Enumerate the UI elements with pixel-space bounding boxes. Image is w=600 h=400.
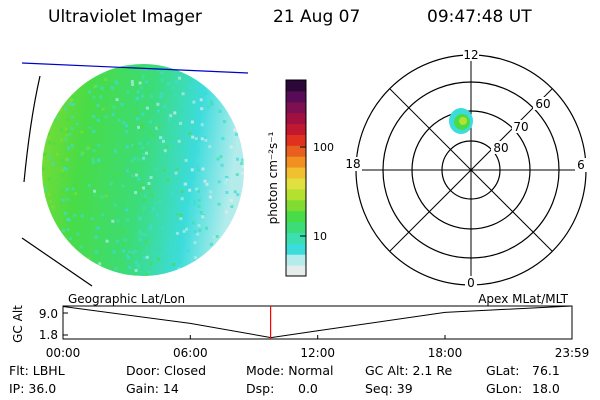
filter-readout: Flt: LBHL bbox=[9, 363, 65, 378]
colorbar-tick-100: 100 bbox=[313, 141, 334, 154]
altitude-series-line bbox=[62, 305, 573, 339]
colorbar-swatch bbox=[286, 123, 306, 135]
dsp-value: 0.0 bbox=[298, 381, 318, 396]
colorbar-swatch bbox=[286, 199, 306, 212]
xtick-label: 06:00 bbox=[173, 346, 208, 360]
colorbar-swatch bbox=[286, 112, 306, 125]
colorbar-swatch bbox=[286, 232, 306, 244]
colorbar-swatch bbox=[286, 178, 306, 190]
colorbar-label: photon cm⁻²s⁻¹ bbox=[266, 131, 280, 224]
time-label: 09:47:48 UT bbox=[427, 7, 532, 27]
colorbar-swatch bbox=[286, 221, 306, 233]
xtick-label: 00:00 bbox=[46, 346, 81, 360]
lat-label-80: 80 bbox=[493, 141, 508, 155]
colorbar-tick-10: 10 bbox=[313, 230, 327, 243]
colorbar-swatch bbox=[286, 254, 306, 266]
mlt-label-12: 12 bbox=[463, 48, 478, 62]
xtick-label: 12:00 bbox=[300, 346, 335, 360]
colorbar: 100 10 photon cm⁻²s⁻¹ bbox=[266, 79, 334, 277]
polar-plot: 12 6 0 18 60 70 80 bbox=[344, 47, 587, 290]
xtick-label: 23:59 bbox=[555, 346, 590, 360]
seq-readout: Seq: 39 bbox=[365, 381, 413, 396]
date-label: 21 Aug 07 bbox=[273, 7, 361, 27]
timeline-left-label: Geographic Lat/Lon bbox=[68, 292, 185, 306]
ytick-1-8: 1.8 bbox=[39, 328, 58, 342]
colorbar-swatch bbox=[286, 188, 306, 201]
gain-readout: Gain: 14 bbox=[126, 381, 179, 396]
mlt-label-18: 18 bbox=[345, 157, 360, 171]
colorbar-swatch bbox=[286, 167, 306, 179]
colorbar-swatch bbox=[286, 80, 306, 92]
timeline-ylabel: GC Alt bbox=[11, 305, 25, 343]
colorbar-swatch bbox=[286, 265, 306, 277]
lat-label-60: 60 bbox=[535, 97, 550, 111]
lat-label-70: 70 bbox=[513, 120, 528, 134]
colorbar-swatch bbox=[286, 243, 306, 255]
auroral-spot bbox=[449, 108, 473, 134]
colorbar-swatch bbox=[286, 156, 306, 168]
glat-label: GLat: bbox=[486, 363, 520, 378]
mlt-label-6: 6 bbox=[577, 158, 585, 172]
timeline-panel: 00:00 06:00 12:00 18:00 23:59 Geographic Lat… bbox=[11, 292, 589, 360]
colorbar-swatch bbox=[286, 90, 306, 103]
glon-value: 18.0 bbox=[532, 381, 560, 396]
dsp-label: Dsp: bbox=[246, 381, 275, 396]
ytick-9: 9.0 bbox=[39, 307, 58, 321]
colorbar-swatch bbox=[286, 145, 306, 157]
colorbar-swatch bbox=[286, 210, 306, 223]
mlt-label-0: 0 bbox=[467, 276, 475, 290]
mode-readout: Mode: Normal bbox=[246, 363, 334, 378]
door-readout: Door: Closed bbox=[126, 363, 207, 378]
glon-label: GLon: bbox=[486, 381, 523, 396]
glat-value: 76.1 bbox=[532, 363, 560, 378]
timeline-right-label: Apex MLat/MLT bbox=[478, 292, 568, 306]
ip-readout: IP: 36.0 bbox=[9, 381, 57, 396]
colorbar-swatch bbox=[286, 134, 306, 146]
xtick-label: 18:00 bbox=[428, 346, 463, 360]
instrument-title: Ultraviolet Imager bbox=[48, 7, 202, 27]
uv-image bbox=[21, 62, 249, 287]
gc-alt-readout: GC Alt: 2.1 Re bbox=[365, 363, 453, 378]
colorbar-swatch bbox=[286, 101, 306, 114]
